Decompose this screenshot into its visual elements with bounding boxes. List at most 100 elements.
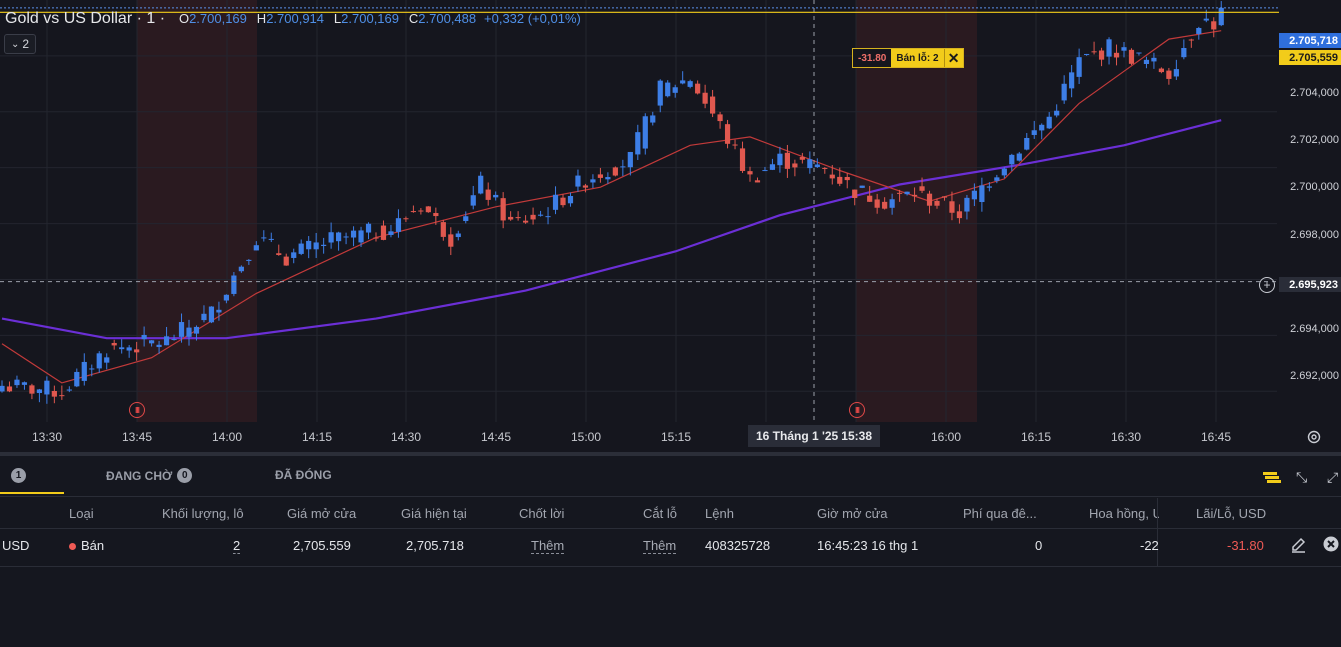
cell-symbol: USD [2, 538, 30, 553]
panel-divider[interactable] [0, 452, 1341, 456]
price-axis[interactable]: 2.704,000 2.702,000 2.700,000 2.698,000 … [1277, 0, 1341, 422]
chart-area[interactable]: Gold vs US Dollar · 1 · O2.700,169 H2.70… [0, 0, 1341, 452]
candle-body [874, 199, 880, 208]
candle-body [1091, 51, 1097, 53]
tab-pending[interactable]: ĐANG CHỜ 0 [106, 468, 193, 483]
candle-body [979, 185, 985, 203]
candle-body [36, 389, 42, 393]
col-take-profit[interactable]: Chốt lời [519, 506, 565, 521]
col-order[interactable]: Lệnh [705, 506, 734, 521]
candle-body [552, 194, 559, 210]
cell-pnl: -31.80 [1227, 538, 1264, 553]
candle-body [777, 153, 783, 166]
col-type[interactable]: Loại [69, 506, 94, 521]
col-commission[interactable]: Hoa hồng, U [1089, 506, 1159, 521]
y-tick-label: 2.698,000 [1290, 229, 1339, 241]
candle-body [470, 195, 476, 206]
tab-closed[interactable]: ĐÃ ĐÓNG [275, 468, 332, 482]
candle-body [425, 206, 431, 213]
candle-body [822, 167, 828, 169]
candle-body [81, 361, 87, 381]
open-label: O [178, 11, 190, 26]
col-pnl[interactable]: Lãi/Lỗ, USD [1196, 506, 1267, 521]
candle-body [635, 132, 641, 155]
candle-body [336, 232, 342, 242]
col-current-price[interactable]: Giá hiện tại [401, 506, 467, 521]
candle-body [21, 382, 28, 385]
take-profit-add-button[interactable]: Thêm [531, 538, 565, 554]
session-break-icon[interactable]: III [129, 402, 145, 418]
candle-body [1084, 53, 1090, 55]
candle-body [1031, 130, 1037, 135]
col-stop-loss[interactable]: Cắt lỗ [643, 506, 677, 521]
minimize-panel-icon[interactable]: ⤡ [1296, 469, 1308, 485]
candle-body [96, 353, 102, 369]
candle-body [1173, 69, 1179, 77]
col-volume[interactable]: Khối lượng, lô [162, 506, 244, 521]
plus-icon[interactable]: + [1259, 277, 1275, 293]
symbol-title[interactable]: Gold vs US Dollar · 1 · [5, 10, 166, 27]
candle-body [530, 214, 536, 220]
candle-body [208, 306, 215, 323]
candle-body [14, 379, 20, 386]
cell-commission: -22 [1140, 538, 1159, 553]
candle-body [276, 253, 282, 255]
order-line-label[interactable]: -31.80 Bán lỗ: 2 ✕ [852, 48, 964, 68]
candle-body [1196, 28, 1202, 34]
active-tab-indicator [0, 492, 64, 494]
candle-body [1069, 72, 1075, 89]
indicators-count: 2 [22, 37, 30, 51]
group-positions-icon[interactable] [1262, 468, 1282, 489]
col-open-time[interactable]: Giờ mở cửa [817, 506, 888, 521]
candle-body [1218, 7, 1224, 26]
col-swap[interactable]: Phí qua đê... [963, 506, 1037, 521]
cell-volume[interactable]: 2 [233, 538, 241, 554]
candle-body [949, 201, 955, 213]
candle-body [216, 309, 222, 313]
candle-body [178, 322, 185, 337]
candle-body [66, 389, 72, 391]
candle-body [1076, 57, 1082, 77]
candle-body [747, 171, 753, 175]
maximize-panel-icon[interactable]: ⤢ [1327, 469, 1339, 485]
y-tick-label: 2.702,000 [1290, 134, 1339, 146]
candle-body [829, 174, 835, 179]
col-open-price[interactable]: Giá mở cửa [287, 506, 357, 521]
x-tick-label: 14:00 [211, 430, 243, 444]
candle-body [171, 339, 177, 341]
candle-body [1143, 59, 1150, 65]
order-pnl: -31.80 [853, 49, 892, 67]
close-order-icon[interactable]: ✕ [943, 49, 963, 67]
candle-body [769, 164, 776, 170]
candle-body [410, 211, 416, 213]
candle-body [1024, 137, 1030, 150]
candle-body [687, 81, 693, 87]
crosshair-date: 16 Tháng 1 '25 [756, 429, 839, 443]
y-tick-label: 2.704,000 [1290, 87, 1339, 99]
y-tick-label: 2.692,000 [1290, 370, 1339, 382]
crosshair-price-tag: 2.695,923 [1279, 277, 1341, 292]
y-tick-label: 2.700,000 [1290, 181, 1339, 193]
candle-body [448, 234, 454, 247]
candle-body [1016, 153, 1022, 161]
x-tick-label: 16:15 [1020, 430, 1052, 444]
candle-body [223, 294, 229, 301]
candle-body [837, 176, 843, 184]
price-chart[interactable] [0, 0, 1341, 452]
cell-type-label: Bán [81, 538, 105, 553]
tab-pending-label: ĐANG CHỜ [106, 468, 173, 483]
candle-body [0, 385, 5, 392]
stop-loss-add-button[interactable]: Thêm [643, 538, 677, 554]
candle-body [1098, 50, 1105, 60]
indicators-toggle-button[interactable]: ⌄ 2 [4, 34, 36, 54]
column-separator [1157, 498, 1158, 566]
candle-body [627, 151, 633, 168]
candle-body [650, 115, 656, 123]
settings-icon[interactable] [1306, 429, 1322, 445]
candle-body [201, 313, 207, 321]
close-position-icon[interactable] [1323, 536, 1339, 556]
session-break-icon[interactable]: III [849, 402, 865, 418]
edit-icon[interactable] [1290, 536, 1307, 557]
tab-open-positions[interactable]: 1 [6, 468, 26, 483]
cell-type: Bán [69, 538, 104, 553]
